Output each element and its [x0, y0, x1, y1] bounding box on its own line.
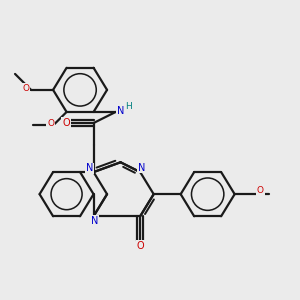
Text: N: N	[138, 163, 145, 173]
Text: N: N	[91, 216, 98, 226]
Text: O: O	[257, 186, 264, 195]
Text: H: H	[125, 102, 132, 111]
Text: O: O	[136, 241, 144, 251]
Text: N: N	[86, 164, 94, 173]
Text: N: N	[117, 106, 124, 116]
Text: O: O	[22, 84, 30, 93]
Text: O: O	[62, 118, 70, 128]
Text: O: O	[47, 118, 54, 127]
